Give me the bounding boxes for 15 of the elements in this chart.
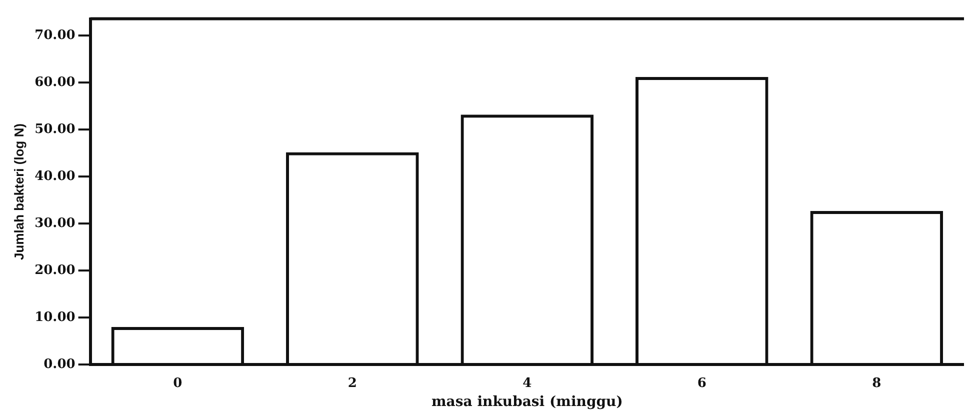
y-tick-label: 30.00 <box>34 216 76 232</box>
x-tick-label: 4 <box>522 376 532 391</box>
y-tick-label: 60.00 <box>34 75 76 90</box>
y-tick-label: 50.00 <box>34 122 76 138</box>
x-tick-label: 6 <box>697 376 706 391</box>
y-axis-title: Jumlah bakteri (log N) <box>11 123 26 260</box>
y-tick-label: 40.00 <box>34 169 76 184</box>
x-tick-label: 8 <box>872 376 882 391</box>
x-tick-label: 2 <box>348 376 357 391</box>
x-axis-title: masa inkubasi (minggu) <box>431 394 623 410</box>
x-tick-label: 0 <box>173 376 182 391</box>
y-tick-label: 70.00 <box>34 28 76 44</box>
y-tick-label: 20.00 <box>34 263 76 278</box>
y-tick-label: 10.00 <box>34 310 76 325</box>
y-tick-label: 0.00 <box>44 356 76 372</box>
